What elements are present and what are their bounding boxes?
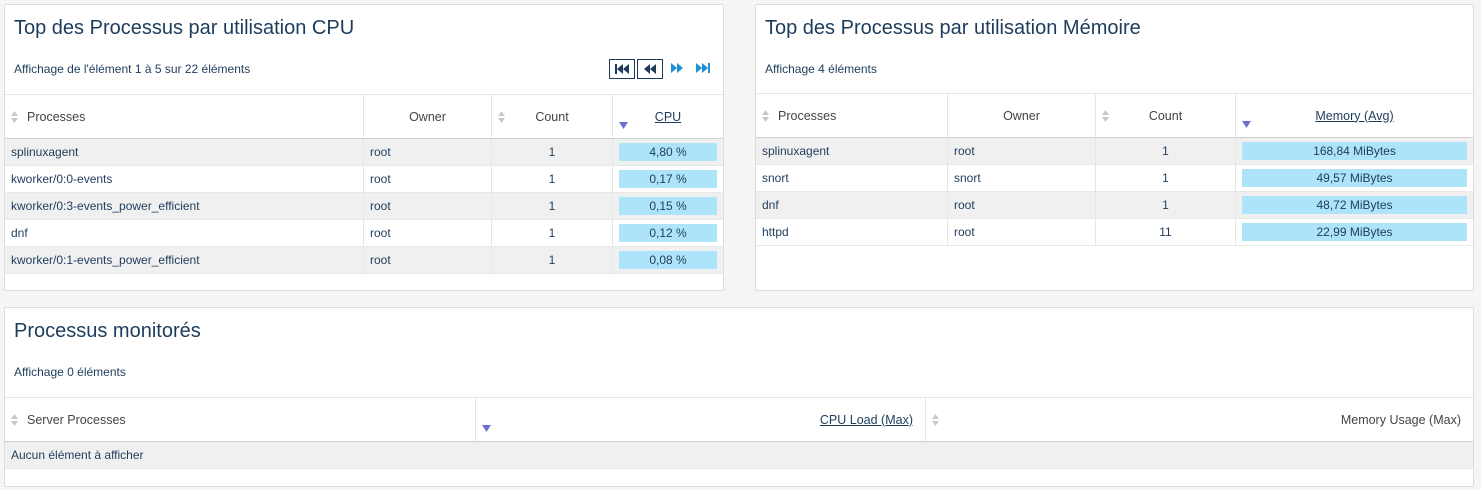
pager: [609, 59, 715, 79]
table-row: dnf root 1 0,12 %: [5, 220, 723, 247]
table-cell: 1: [492, 220, 613, 246]
table-cell: root: [364, 247, 492, 273]
prev-page-button[interactable]: [637, 59, 663, 79]
table-row: httpd root 11 22,99 MiBytes: [756, 219, 1473, 246]
table-row: kworker/0:1-events_power_efficient root 1 0…: [5, 247, 723, 274]
column-header[interactable]: CPU Load (Max): [476, 398, 926, 441]
table-cell: 4,80 %: [613, 139, 723, 165]
value-bar: 0,17 %: [619, 170, 717, 188]
table-cell: root: [948, 219, 1096, 245]
value-bar: 4,80 %: [619, 143, 717, 161]
table-cell: 0,08 %: [613, 247, 723, 273]
header-label: Processes: [778, 108, 837, 123]
table-row: kworker/0:3-events_power_efficient root 1 0…: [5, 193, 723, 220]
column-header[interactable]: Server Processes: [5, 398, 476, 441]
cpu-table: Processes Owner Count CPU splinuxagent root 1 4…: [5, 94, 723, 274]
header-row: Server Processes CPU Load (Max) Memory Usa…: [5, 397, 1473, 442]
value-bar: 0,15 %: [619, 197, 717, 215]
table-row: splinuxagent root 1 4,80 %: [5, 139, 723, 166]
header-row: Processes Owner Count CPU: [5, 94, 723, 139]
header-label: Count: [1148, 108, 1183, 123]
memory-panel: Top des Processus par utilisation Mémoir…: [755, 4, 1474, 291]
table-cell: splinuxagent: [756, 138, 948, 164]
table-cell: 0,17 %: [613, 166, 723, 192]
header-label: Processes: [27, 109, 86, 124]
header-label[interactable]: CPU: [654, 109, 682, 124]
header-label: Count: [535, 109, 569, 124]
table-cell: dnf: [756, 192, 948, 218]
table-cell: root: [364, 166, 492, 192]
column-header[interactable]: CPU: [613, 95, 723, 138]
table-cell: root: [364, 193, 492, 219]
table-cell: kworker/0:0-events: [5, 166, 364, 192]
table-cell: root: [948, 138, 1096, 164]
column-header[interactable]: Memory Usage (Max): [926, 398, 1473, 441]
monitored-table: Server Processes CPU Load (Max) Memory Usa…: [5, 397, 1473, 469]
table-row: snort snort 1 49,57 MiBytes: [756, 165, 1473, 192]
header-label: Owner: [1003, 108, 1040, 123]
panel-title: Top des Processus par utilisation Mémoir…: [765, 17, 1141, 39]
header-row: Processes Owner Count Memory (Avg): [756, 93, 1473, 138]
table-cell: 49,57 MiBytes: [1236, 165, 1473, 191]
value-bar: 168,84 MiBytes: [1242, 142, 1467, 160]
table-cell: dnf: [5, 220, 364, 246]
table-cell: 1: [1096, 165, 1236, 191]
column-header[interactable]: Memory (Avg): [1236, 94, 1473, 137]
panel-title: Top des Processus par utilisation CPU: [14, 17, 355, 39]
value-bar: 22,99 MiBytes: [1242, 223, 1467, 241]
empty-row: Aucun élément à afficher: [5, 442, 1473, 469]
header-label: Owner: [409, 109, 446, 124]
last-page-button[interactable]: [691, 59, 715, 77]
table-cell: 1: [492, 193, 613, 219]
table-cell: 0,15 %: [613, 193, 723, 219]
header-label: Server Processes: [27, 412, 126, 427]
table-cell: snort: [756, 165, 948, 191]
table-cell: root: [364, 139, 492, 165]
info-text: Affichage 0 éléments: [14, 365, 126, 379]
column-header[interactable]: Owner: [364, 95, 492, 138]
value-bar: 0,12 %: [619, 224, 717, 242]
table-row: kworker/0:0-events root 1 0,17 %: [5, 166, 723, 193]
value-bar: 0,08 %: [619, 251, 717, 269]
table-cell: 1: [492, 166, 613, 192]
column-header[interactable]: Count: [492, 95, 613, 138]
table-cell: 48,72 MiBytes: [1236, 192, 1473, 218]
table-cell: root: [364, 220, 492, 246]
table-cell: 11: [1096, 219, 1236, 245]
column-header[interactable]: Owner: [948, 94, 1096, 137]
header-label[interactable]: Memory (Avg): [1315, 108, 1394, 123]
value-bar: 48,72 MiBytes: [1242, 196, 1467, 214]
table-cell: 168,84 MiBytes: [1236, 138, 1473, 164]
table-cell: root: [948, 192, 1096, 218]
table-cell: splinuxagent: [5, 139, 364, 165]
table-cell: 22,99 MiBytes: [1236, 219, 1473, 245]
value-bar: 49,57 MiBytes: [1242, 169, 1467, 187]
cpu-panel: Top des Processus par utilisation CPU Af…: [4, 4, 724, 291]
memory-table: Processes Owner Count Memory (Avg) splinuxag…: [756, 93, 1473, 246]
next-page-button[interactable]: [665, 59, 689, 77]
table-cell: 1: [1096, 138, 1236, 164]
info-text: Affichage 4 éléments: [765, 62, 877, 76]
column-header[interactable]: Processes: [5, 95, 364, 138]
table-cell: 0,12 %: [613, 220, 723, 246]
column-header[interactable]: Count: [1096, 94, 1236, 137]
table-cell: 1: [1096, 192, 1236, 218]
table-row: dnf root 1 48,72 MiBytes: [756, 192, 1473, 219]
table-cell: kworker/0:3-events_power_efficient: [5, 193, 364, 219]
panel-title: Processus monitorés: [14, 320, 201, 342]
header-label[interactable]: CPU Load (Max): [819, 412, 913, 427]
first-page-button[interactable]: [609, 59, 635, 79]
table-row: splinuxagent root 1 168,84 MiBytes: [756, 138, 1473, 165]
info-text: Affichage de l'élément 1 à 5 sur 22 élém…: [14, 62, 251, 76]
table-cell: httpd: [756, 219, 948, 245]
header-label: Memory Usage (Max): [1340, 412, 1461, 427]
table-cell: kworker/0:1-events_power_efficient: [5, 247, 364, 273]
table-cell: 1: [492, 139, 613, 165]
table-cell: snort: [948, 165, 1096, 191]
column-header[interactable]: Processes: [756, 94, 948, 137]
monitored-panel: Processus monitorés Affichage 0 éléments…: [4, 307, 1474, 487]
table-cell: 1: [492, 247, 613, 273]
